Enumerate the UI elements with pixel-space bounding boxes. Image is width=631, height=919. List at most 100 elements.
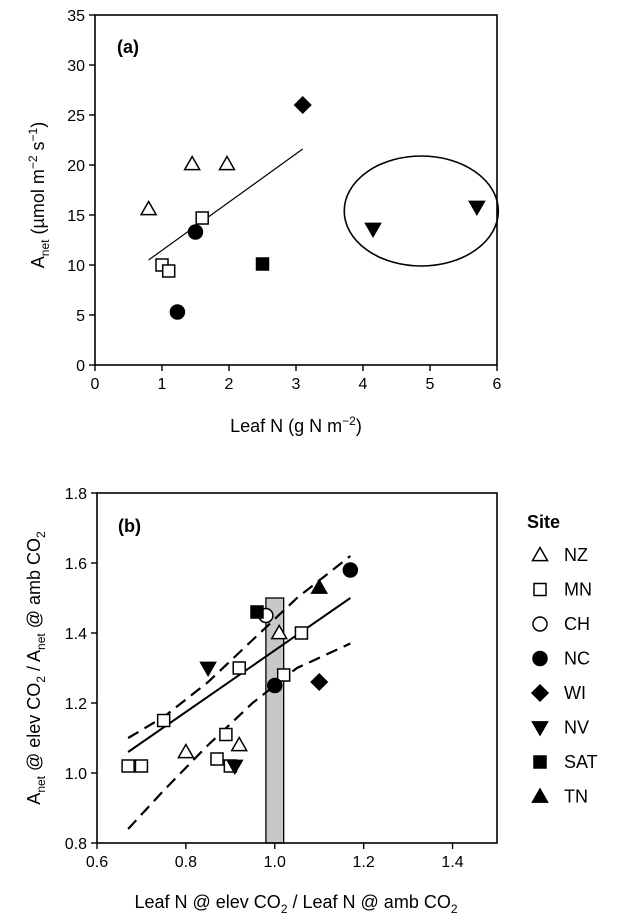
- panel-a-y-tick-label: 35: [67, 8, 85, 25]
- legend-label-nz: NZ: [564, 545, 588, 565]
- legend-item-nv: NV: [531, 718, 589, 738]
- panel-b-points: [121, 562, 359, 776]
- panel-b-point-nc: [267, 677, 283, 694]
- legend-items: NZ MN CH NC WI NV SAT TN: [530, 545, 598, 807]
- panel-b-point-wi: [310, 672, 329, 692]
- legend-item-wi: WI: [530, 683, 586, 703]
- panel-b-point-nv: [199, 661, 217, 678]
- panel-b-point-nv: [225, 759, 244, 776]
- panel-a-y-tick-label: 15: [67, 208, 85, 225]
- panel-a-x-tick-label: 0: [91, 376, 100, 393]
- panel-a-label: (a): [117, 37, 139, 57]
- panel-b-label: (b): [118, 516, 141, 536]
- panel-b-point-nz: [270, 623, 289, 640]
- panel-a-regression-line: [148, 148, 304, 261]
- legend-label-nc: NC: [564, 649, 590, 669]
- panel-a-point-nv: [468, 200, 486, 217]
- panel-a-x-tick-label: 4: [359, 376, 368, 393]
- panel-b: 0.6 0.8 1.0 1.2 1.40.81.01.21.41.61.8 (b) Le…: [24, 486, 498, 916]
- legend-marker-nc: [532, 650, 548, 667]
- legend-marker-wi: [530, 683, 550, 703]
- panel-a: 0 1 2 3 4 5 6 0 5 10 15 20 25 30 35 (a) Leaf N (g N m−…: [26, 8, 502, 436]
- panel-a-x-tick-label: 3: [292, 376, 301, 393]
- panel-a-x-axis-title: Leaf N (g N m−2): [230, 414, 362, 436]
- panel-b-x-tick-label: 1.4: [441, 854, 463, 871]
- legend-label-mn: MN: [564, 580, 592, 600]
- panel-a-point-nz: [139, 199, 158, 216]
- panel-b-frame: [96, 492, 498, 844]
- panel-a-point-nv: [364, 222, 382, 239]
- legend-item-sat: SAT: [533, 752, 598, 772]
- panel-a-grouping-ellipse: [343, 155, 500, 267]
- panel-b-y-tick-label: 1.8: [65, 486, 87, 503]
- panel-b-point-nz: [230, 735, 249, 752]
- panel-b-ci-lower-band: [127, 642, 351, 830]
- panel-a-point-nc: [169, 304, 186, 320]
- panel-b-point-mn: [156, 713, 171, 728]
- legend-item-nz: NZ: [531, 545, 588, 565]
- panel-a-y-tick-label: 0: [76, 358, 85, 375]
- panel-b-ticks: 0.6 0.8 1.0 1.2 1.40.81.01.21.41.61.8: [65, 486, 464, 871]
- panel-b-regression-line: [127, 597, 351, 753]
- panel-a-point-mn: [195, 211, 209, 225]
- panel-a-point-nc: [187, 224, 204, 240]
- panel-a-y-tick-label: 5: [76, 308, 85, 325]
- legend-marker-nz: [531, 545, 549, 562]
- panel-b-y-tick-label: 1.4: [65, 626, 87, 643]
- panel-a-point-nz: [183, 154, 201, 171]
- panel-b-point-mn: [219, 727, 233, 742]
- panel-a-y-tick-label: 20: [67, 158, 85, 175]
- panel-b-y-tick-label: 1.0: [65, 766, 87, 783]
- panel-b-y-axis-title: Anet @ elev CO2 / Anet @ amb CO2: [24, 531, 48, 805]
- legend-label-wi: WI: [564, 683, 586, 703]
- legend-marker-ch: [532, 616, 548, 632]
- legend-marker-nv: [531, 721, 549, 737]
- panel-b-point-mn: [294, 626, 309, 640]
- panel-b-x-tick-label: 1.0: [264, 854, 286, 871]
- panel-a-point-sat: [255, 257, 270, 271]
- legend-marker-tn: [531, 787, 549, 803]
- panel-b-point-mn: [232, 661, 246, 675]
- panel-a-point-wi: [293, 95, 312, 115]
- panel-a-y-tick-label: 30: [67, 58, 85, 75]
- panel-a-x-tick-label: 1: [158, 376, 167, 393]
- panel-a-ticks: 0 1 2 3 4 5 6 0 5 10 15 20 25 30 35: [67, 8, 501, 393]
- panel-a-x-tick-label: 2: [225, 376, 234, 393]
- panel-b-point-sat: [250, 605, 264, 619]
- panel-a-point-nz: [218, 154, 236, 171]
- panel-a-points: [139, 95, 486, 320]
- panel-b-point-mn: [276, 668, 291, 682]
- panel-b-point-mn: [121, 759, 135, 773]
- panel-a-regression-layer: [148, 148, 304, 261]
- panel-b-x-tick-label: 1.2: [353, 854, 375, 871]
- legend-item-nc: NC: [532, 649, 590, 669]
- legend-label-tn: TN: [564, 787, 588, 807]
- legend-label-nv: NV: [564, 718, 589, 738]
- panel-a-x-tick-label: 5: [426, 376, 435, 393]
- legend: Site NZ MN CH NC WI NV SAT TN: [527, 512, 598, 807]
- panel-a-point-mn: [161, 264, 176, 278]
- panel-b-point-nz: [177, 742, 195, 759]
- panel-a-x-tick-label: 6: [493, 376, 502, 393]
- panel-a-y-tick-label: 10: [67, 258, 85, 275]
- panel-b-x-tick-label: 0.6: [86, 854, 108, 871]
- legend-label-sat: SAT: [564, 752, 598, 772]
- panel-b-regression-layer: [127, 555, 352, 830]
- panel-b-point-mn: [134, 759, 149, 773]
- panel-b-y-tick-label: 0.8: [65, 836, 87, 853]
- panel-a-frame: [94, 14, 498, 366]
- panel-b-point-nc: [342, 562, 359, 578]
- panel-a-ellipse-layer: [343, 155, 500, 267]
- legend-item-mn: MN: [533, 580, 592, 600]
- legend-marker-mn: [533, 582, 547, 597]
- legend-label-ch: CH: [564, 614, 590, 634]
- panel-a-y-axis-title: Anet (µmol m−2 s−1): [26, 122, 52, 268]
- panel-b-point-tn: [310, 578, 329, 594]
- panel-b-ci-upper-band: [127, 555, 352, 739]
- panel-b-x-axis-title: Leaf N @ elev CO2 / Leaf N @ amb CO2: [134, 892, 457, 916]
- panel-b-y-tick-label: 1.6: [65, 556, 87, 573]
- panel-b-x-tick-label: 0.8: [175, 854, 197, 871]
- legend-item-ch: CH: [532, 614, 590, 634]
- panel-b-y-tick-label: 1.2: [65, 696, 87, 713]
